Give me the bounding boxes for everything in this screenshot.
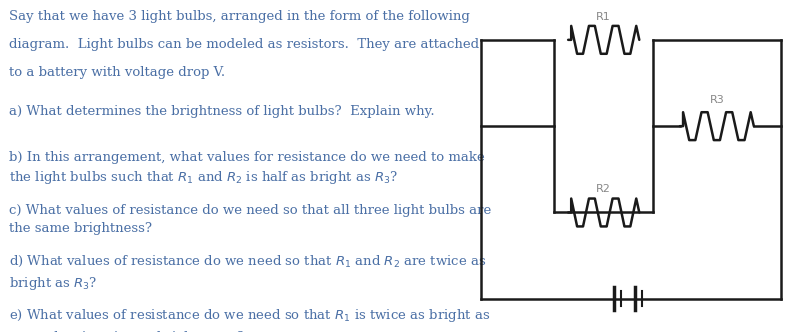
Text: c) What values of resistance do we need so that all three light bulbs are
the sa: c) What values of resistance do we need … xyxy=(9,204,492,235)
Text: R2: R2 xyxy=(597,184,611,194)
Text: d) What values of resistance do we need so that $R_1$ and $R_2$ are twice as
bri: d) What values of resistance do we need … xyxy=(9,254,486,291)
Text: b) In this arrangement, what values for resistance do we need to make
the light : b) In this arrangement, what values for … xyxy=(9,151,485,187)
Text: a) What determines the brightness of light bulbs?  Explain why.: a) What determines the brightness of lig… xyxy=(9,105,435,118)
Text: Say that we have 3 light bulbs, arranged in the form of the following: Say that we have 3 light bulbs, arranged… xyxy=(9,10,471,23)
Text: R1: R1 xyxy=(597,12,611,22)
Text: R3: R3 xyxy=(710,95,724,105)
Text: diagram.  Light bulbs can be modeled as resistors.  They are attached: diagram. Light bulbs can be modeled as r… xyxy=(9,38,479,51)
Text: e) What values of resistance do we need so that $R_1$ is twice as bright as
$R_2: e) What values of resistance do we need … xyxy=(9,307,490,332)
Text: to a battery with voltage drop V.: to a battery with voltage drop V. xyxy=(9,66,226,79)
